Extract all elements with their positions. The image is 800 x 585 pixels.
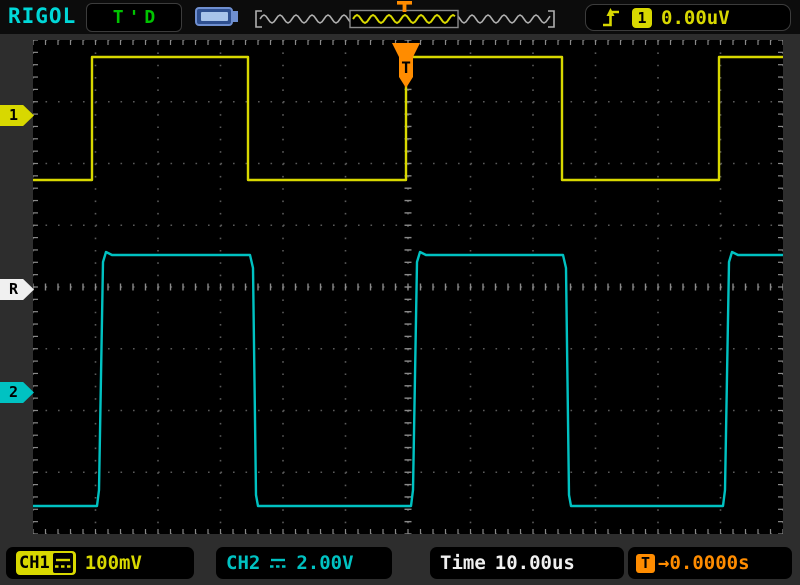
time-label: Time xyxy=(440,552,486,574)
ch2-label: CH2 xyxy=(226,552,261,574)
horizontal-position-bar[interactable] xyxy=(248,0,562,31)
reference-marker[interactable]: R xyxy=(0,279,34,300)
ch1-badge: CH1 xyxy=(16,551,76,575)
trigger-offset-badge: T xyxy=(636,553,655,573)
trigger-source-badge[interactable]: 1 xyxy=(632,7,652,28)
ch1-scale-readout: 100mV xyxy=(84,552,142,574)
waveform-display[interactable]: T xyxy=(33,40,783,534)
timebase-box[interactable]: Time 10.00us xyxy=(430,547,624,579)
timebase-readout: 10.00us xyxy=(494,552,575,574)
usb-storage-icon xyxy=(195,5,239,33)
ch2-ground-marker[interactable]: 2 xyxy=(0,382,34,403)
trigger-info-box[interactable]: 1 0.00uV xyxy=(585,4,791,31)
top-status-bar: RIGOL T'D 1 0.00uV xyxy=(0,0,800,34)
rising-edge-trigger-icon xyxy=(603,8,619,27)
ch1-label: CH1 xyxy=(19,553,50,573)
ch2-status-box[interactable]: CH2 2.00V xyxy=(216,547,392,579)
ch1-ground-marker[interactable]: 1 xyxy=(0,105,34,126)
trigger-offset-readout: →0.0000s xyxy=(658,552,750,574)
ch2-scale-readout: 2.00V xyxy=(296,552,354,574)
trigger-status-indicator: T'D xyxy=(86,3,182,32)
dc-coupling-icon xyxy=(52,553,73,573)
rigol-logo: RIGOL xyxy=(8,4,77,28)
trigger-level-readout: 0.00uV xyxy=(661,6,730,29)
trigger-offset-box[interactable]: T →0.0000s xyxy=(628,547,792,579)
ch1-status-box[interactable]: CH1 100mV xyxy=(6,547,194,579)
svg-text:T: T xyxy=(401,58,411,77)
dc-coupling-icon xyxy=(269,554,287,572)
